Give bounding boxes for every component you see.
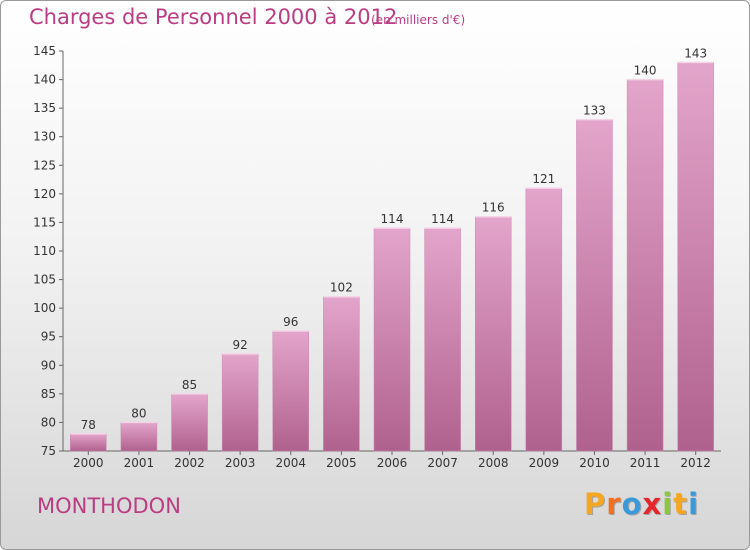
bar (677, 62, 714, 452)
y-tick-label: 100 (33, 301, 56, 315)
bar-value-label: 102 (330, 281, 353, 295)
bar (171, 393, 208, 452)
bar-value-label: 133 (583, 104, 606, 118)
brand-letter: i (688, 487, 700, 521)
bar-value-label: 78 (81, 418, 96, 432)
y-tick-label: 95 (41, 330, 56, 344)
brand-letter: o (621, 487, 643, 521)
x-tick-label: 2009 (529, 456, 560, 470)
y-tick-label: 125 (33, 158, 56, 172)
x-tick-label: 2008 (478, 456, 509, 470)
location-name: MONTHODON (37, 494, 181, 518)
x-tick-label: 2012 (680, 456, 711, 470)
bar-value-label: 116 (482, 201, 505, 215)
y-tick-label: 130 (33, 130, 56, 144)
bar (626, 79, 664, 452)
y-tick-label: 80 (41, 415, 56, 429)
y-axis: 75 80 85 90 95 100 105 110 115 120 125 130 135 140 145 (33, 44, 64, 458)
bar (120, 422, 158, 452)
bar (474, 216, 512, 452)
y-tick-label: 115 (33, 215, 56, 229)
x-tick-label: 2011 (630, 456, 661, 470)
brand-letter: t (673, 487, 689, 521)
x-tick-label: 2007 (427, 456, 458, 470)
y-tick-label: 75 (41, 444, 56, 458)
x-tick-label: 2006 (377, 456, 408, 470)
y-tick-label: 90 (41, 358, 56, 372)
x-tick-label: 2001 (124, 456, 155, 470)
x-tick-label: 2005 (326, 456, 357, 470)
y-tick-label: 110 (33, 244, 56, 258)
y-tick-label: 140 (33, 73, 56, 87)
x-tick-label: 2000 (73, 456, 104, 470)
y-tick-label: 120 (33, 187, 56, 201)
brand-letter: r (606, 487, 622, 521)
bar-value-label: 140 (634, 64, 657, 78)
x-tick-label: 2010 (579, 456, 610, 470)
bar-value-label: 92 (233, 338, 248, 352)
bar-value-label: 114 (431, 212, 454, 226)
brand-letter: P (584, 487, 607, 521)
brand-letter: i (662, 487, 674, 521)
brand-logo: Proxiti (584, 487, 699, 521)
bar (373, 227, 411, 452)
bar (525, 187, 563, 452)
bar (221, 353, 259, 452)
bar-value-label: 121 (532, 172, 555, 186)
x-tick-label: 2004 (275, 456, 306, 470)
bar-value-label: 114 (381, 212, 404, 226)
bar-value-label: 80 (131, 406, 146, 420)
x-axis: 2000 2001 2002 2003 2004 2005 2006 2007 2008 2009… (63, 450, 721, 470)
bar-value-label: 143 (684, 46, 707, 60)
bar (272, 330, 310, 452)
bar (424, 227, 461, 452)
chart-subtitle: (en milliers d'€) (371, 13, 466, 27)
bar (70, 433, 107, 452)
y-tick-label: 135 (33, 101, 56, 115)
brand-letter: x (642, 487, 663, 521)
bar (576, 119, 613, 452)
bars: 78 80 85 92 96 102 114 114 116 121 133 140 143 (70, 46, 714, 452)
x-tick-label: 2002 (174, 456, 205, 470)
y-tick-label: 85 (41, 387, 56, 401)
bar (323, 296, 360, 452)
chart-title: Charges de Personnel 2000 à 2012 (29, 5, 398, 29)
bar-value-label: 96 (283, 315, 298, 329)
y-tick-label: 105 (33, 273, 56, 287)
y-tick-label: 145 (33, 44, 56, 58)
x-tick-label: 2003 (225, 456, 256, 470)
bar-value-label: 85 (182, 378, 197, 392)
